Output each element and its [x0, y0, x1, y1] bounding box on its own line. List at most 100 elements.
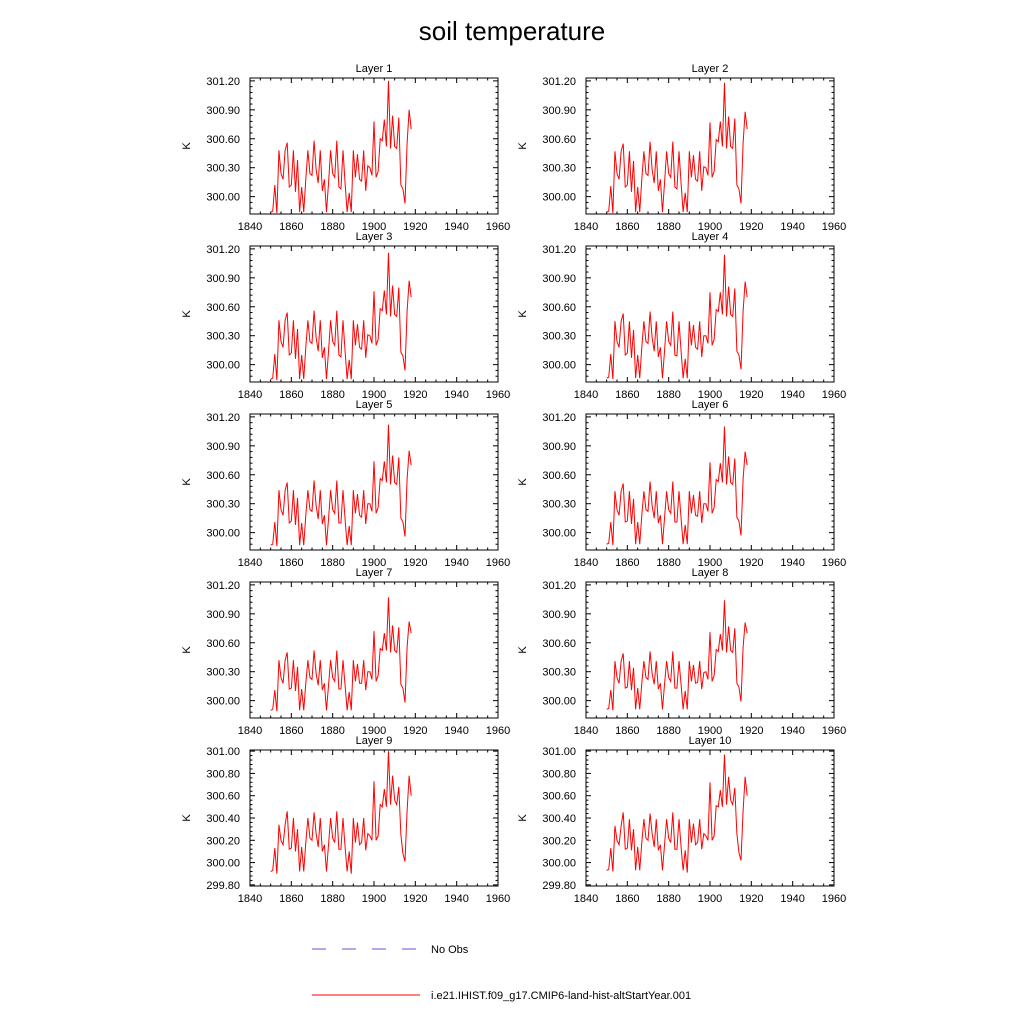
y-tick-label: 300.80: [206, 768, 240, 780]
x-tick-label: 1900: [698, 725, 722, 737]
y-axis-label: K: [181, 310, 193, 318]
y-tick-label: 300.90: [542, 273, 576, 285]
x-tick-label: 1940: [444, 221, 468, 233]
plot-frame: [585, 413, 835, 551]
y-tick-label: 300.00: [206, 696, 240, 708]
legend-no-obs-label: No Obs: [431, 944, 469, 956]
y-tick-label: 299.80: [542, 880, 576, 892]
panel-layer-8: Layer 8 K 1840 1860 1880 1900 1920 1940 1960 300.…: [517, 567, 846, 737]
x-tick-label: 1860: [615, 389, 639, 401]
y-tick-label: 300.00: [542, 528, 576, 540]
y-tick-label: 300.60: [542, 470, 576, 482]
panel-layer-1: Layer 1 K 1840 1860 1880 1900 1920 1940 1960 300.…: [181, 63, 510, 233]
y-tick-label: 300.60: [206, 302, 240, 314]
y-tick-label: 300.00: [206, 528, 240, 540]
x-tick-label: 1900: [698, 389, 722, 401]
x-tick-label: 1860: [615, 221, 639, 233]
y-tick-label: 300.40: [206, 813, 240, 825]
x-tick-label: 1860: [615, 557, 639, 569]
x-tick-label: 1880: [320, 221, 344, 233]
x-tick-label: 1860: [279, 389, 303, 401]
x-tick-label: 1880: [656, 221, 680, 233]
y-tick-label: 300.90: [206, 441, 240, 453]
y-tick-label: 300.60: [542, 302, 576, 314]
x-tick-label: 1920: [403, 725, 427, 737]
x-tick-label: 1840: [238, 389, 262, 401]
series-line: [606, 426, 748, 546]
x-tick-label: 1960: [486, 725, 510, 737]
x-tick-label: 1840: [574, 893, 598, 905]
x-tick-label: 1860: [615, 725, 639, 737]
x-tick-label: 1940: [444, 389, 468, 401]
x-tick-label: 1920: [403, 221, 427, 233]
x-tick-label: 1880: [320, 557, 344, 569]
x-tick-label: 1880: [320, 389, 344, 401]
x-tick-label: 1880: [656, 725, 680, 737]
x-tick-label: 1960: [822, 893, 846, 905]
y-tick-label: 300.60: [542, 791, 576, 803]
y-tick-label: 300.90: [206, 609, 240, 621]
x-tick-label: 1840: [574, 557, 598, 569]
y-axis-label: K: [181, 814, 193, 822]
series-line: [606, 600, 748, 711]
series-line: [606, 82, 748, 214]
series-line: [606, 754, 748, 873]
x-tick-label: 1920: [739, 221, 763, 233]
y-tick-label: 300.60: [206, 791, 240, 803]
x-tick-label: 1880: [656, 557, 680, 569]
y-tick-label: 300.30: [206, 331, 240, 343]
x-tick-label: 1920: [739, 893, 763, 905]
x-tick-label: 1840: [574, 389, 598, 401]
plot-frame: [585, 581, 835, 719]
x-tick-label: 1960: [822, 557, 846, 569]
y-tick-label: 300.90: [542, 441, 576, 453]
y-tick-label: 301.20: [206, 580, 240, 592]
y-axis-label: K: [181, 142, 193, 150]
x-tick-label: 1940: [444, 557, 468, 569]
panel-layer-9: Layer 9 K 1840 1860 1880 1900 1920 1940 1960 299.…: [181, 735, 510, 905]
panel-title: Layer 8: [692, 567, 729, 579]
x-tick-label: 1840: [238, 557, 262, 569]
y-tick-label: 300.00: [542, 360, 576, 372]
x-tick-label: 1880: [320, 893, 344, 905]
y-tick-label: 300.80: [542, 768, 576, 780]
panels-grid: Layer 1 K 1840 1860 1880 1900 1920 1940 1960 300.…: [181, 63, 846, 905]
x-tick-label: 1860: [279, 221, 303, 233]
panel-title: Layer 6: [692, 399, 729, 411]
panel-title: Layer 1: [356, 63, 393, 75]
y-tick-label: 300.90: [206, 105, 240, 117]
panel-title: Layer 10: [689, 735, 732, 747]
y-tick-label: 301.20: [542, 412, 576, 424]
x-tick-label: 1880: [320, 725, 344, 737]
y-tick-label: 301.20: [206, 76, 240, 88]
panel-layer-7: Layer 7 K 1840 1860 1880 1900 1920 1940 1960 300.…: [181, 567, 510, 737]
y-tick-label: 300.60: [542, 134, 576, 146]
x-tick-label: 1840: [238, 725, 262, 737]
x-tick-label: 1940: [780, 725, 804, 737]
x-tick-label: 1960: [822, 389, 846, 401]
x-tick-label: 1940: [780, 221, 804, 233]
y-axis-label: K: [517, 814, 529, 822]
panel-title: Layer 2: [692, 63, 729, 75]
series-line: [270, 252, 412, 381]
y-tick-label: 301.20: [542, 244, 576, 256]
y-tick-label: 300.40: [542, 813, 576, 825]
series-line: [606, 254, 748, 380]
y-tick-label: 300.30: [542, 163, 576, 175]
panel-title: Layer 7: [356, 567, 393, 579]
x-tick-label: 1960: [486, 221, 510, 233]
x-tick-label: 1880: [656, 389, 680, 401]
y-tick-label: 300.20: [206, 835, 240, 847]
y-tick-label: 300.30: [542, 667, 576, 679]
y-tick-label: 300.30: [542, 499, 576, 511]
y-tick-label: 299.80: [206, 880, 240, 892]
y-tick-label: 300.90: [542, 609, 576, 621]
x-tick-label: 1900: [698, 557, 722, 569]
y-tick-label: 301.00: [206, 746, 240, 758]
legend-model-run-label: i.e21.IHIST.f09_g17.CMIP6-land-hist-altS…: [431, 990, 691, 1002]
series-line: [270, 424, 412, 547]
y-tick-label: 300.00: [542, 192, 576, 204]
y-tick-label: 300.00: [542, 858, 576, 870]
x-tick-label: 1960: [822, 221, 846, 233]
y-tick-label: 301.20: [542, 580, 576, 592]
